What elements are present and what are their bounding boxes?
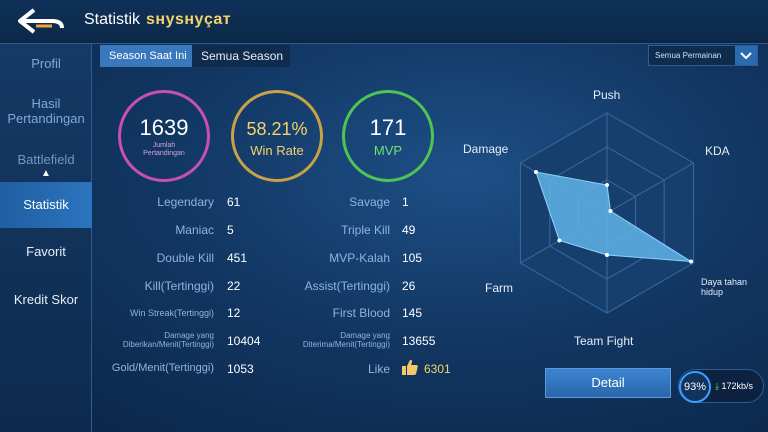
thumbs-up-icon <box>402 359 418 375</box>
stat-label-gold-menit: Gold/Menit(Tertinggi) <box>111 362 214 374</box>
stat-value-gold-menit: 1053 <box>227 362 254 376</box>
network-speed-value: 172kb/s <box>721 381 754 391</box>
sidebar-item-favorit[interactable]: Favorit <box>26 244 66 259</box>
stat-label-win-streak: Win Streak(Tertinggi) <box>129 308 214 318</box>
chevron-up-icon: ▲ <box>41 168 51 179</box>
matches-value: 1639 <box>139 115 189 140</box>
detail-button[interactable]: Detail <box>545 368 671 398</box>
radar-point-push <box>605 183 609 187</box>
sidebar-item-hasil-pertandingan[interactable]: Hasil Pertandingan <box>7 96 85 126</box>
stat-label-kill-tertinggi: Kill(Tertinggi) <box>144 279 214 293</box>
stat-value-kill-tertinggi: 22 <box>227 279 241 293</box>
stat-value-like: 6301 <box>424 362 451 376</box>
stat-label-double-kill: Double Kill <box>156 251 214 265</box>
mode-filter-dropdown[interactable]: Semua Permainan <box>648 45 758 66</box>
radar-label-farm: Farm <box>485 281 513 295</box>
stat-label-damage-diberikan: Damage yang Diberikan/Menit(Tertinggi) <box>122 331 214 349</box>
mode-filter-value: Semua Permainan <box>655 51 722 60</box>
chevron-down-icon[interactable] <box>735 46 757 65</box>
radar-label-damage: Damage <box>463 142 509 156</box>
stat-label-savage: Savage <box>349 195 390 209</box>
radar-chart: Push KDA Daya tahan hidup Team Fight Far… <box>455 80 765 355</box>
winrate-value: 58.21% <box>246 119 308 139</box>
radar-point-teamfight <box>605 253 609 257</box>
tab-season-saat-ini[interactable]: Season Saat Ini <box>100 45 192 67</box>
sidebar-item-label: Battlefield <box>17 152 75 167</box>
mvp-value: 171 <box>369 115 407 140</box>
username: sнysнyçaт <box>146 11 232 28</box>
sidebar-item-profil[interactable]: Profil <box>31 56 61 71</box>
mvp-circle: 171 MVP <box>342 90 434 182</box>
stat-value-win-streak: 12 <box>227 306 241 320</box>
radar-label-daya-tahan-hidup: Daya tahan hidup <box>701 277 748 297</box>
top-bar: Statistik sнysнyçaт <box>0 0 768 44</box>
download-arrow-icon: ⤓ <box>715 381 719 391</box>
stat-value-double-kill: 451 <box>227 251 248 265</box>
matches-circle: 1639 Jumlah Pertandingan <box>118 90 210 182</box>
network-speed: ⤓ 172kb/s <box>715 381 753 392</box>
stat-label-maniac: Maniac <box>175 223 214 237</box>
radar-point-damage <box>533 170 538 174</box>
stat-value-legendary: 61 <box>227 195 241 209</box>
sidebar-item-battlefield[interactable]: Battlefield ▲ <box>0 152 92 179</box>
stat-label-mvp-kalah: MVP-Kalah <box>329 251 390 265</box>
winrate-circle: 58.21% Win Rate <box>231 90 323 182</box>
radar-axis <box>606 162 694 214</box>
tab-semua-season[interactable]: Semua Season <box>192 45 290 67</box>
battery-percent: 93% <box>679 371 711 403</box>
stat-value-damage-diterima: 13655 <box>402 334 436 348</box>
matches-label: Jumlah Pertandingan <box>143 142 185 157</box>
sidebar: Profil Hasil Pertandingan Battlefield ▲ … <box>0 44 92 432</box>
stat-value-triple-kill: 49 <box>402 223 416 237</box>
radar-point-farm <box>557 238 562 243</box>
network-indicator: 93% ⤓ 172kb/s <box>678 369 764 403</box>
stat-label-legendary: Legendary <box>157 195 214 209</box>
stat-label-like: Like <box>367 362 390 376</box>
sidebar-item-statistik[interactable]: Statistik <box>0 182 92 228</box>
radar-point-kda <box>608 209 613 213</box>
radar-label-push: Push <box>593 88 621 102</box>
stat-value-mvp-kalah: 105 <box>402 251 423 265</box>
radar-svg <box>519 112 695 314</box>
stat-value-first-blood: 145 <box>402 306 423 320</box>
stat-value-maniac: 5 <box>227 223 234 237</box>
stat-value-damage-diberikan: 10404 <box>227 334 261 348</box>
radar-point-daya <box>689 259 694 264</box>
stat-value-assist-tertinggi: 26 <box>402 279 416 293</box>
radar-label-kda: KDA <box>705 144 730 158</box>
back-arrow-icon[interactable] <box>14 6 66 36</box>
mvp-label: MVP <box>373 143 403 158</box>
radar-label-team-fight: Team Fight <box>574 334 634 348</box>
stat-label-assist-tertinggi: Assist(Tertinggi) <box>304 279 390 293</box>
sidebar-item-kredit-skor[interactable]: Kredit Skor <box>13 292 79 307</box>
winrate-label: Win Rate <box>250 143 304 158</box>
page-title-text: Statistik <box>84 11 141 28</box>
stat-label-triple-kill: Triple Kill <box>341 223 390 237</box>
stat-value-savage: 1 <box>402 195 409 209</box>
page-title: Statistik sнysнyçaт <box>84 11 231 29</box>
stat-label-damage-diterima: Damage yang Diterima/Menit(Tertinggi) <box>302 331 390 349</box>
stat-label-first-blood: First Blood <box>332 306 390 320</box>
